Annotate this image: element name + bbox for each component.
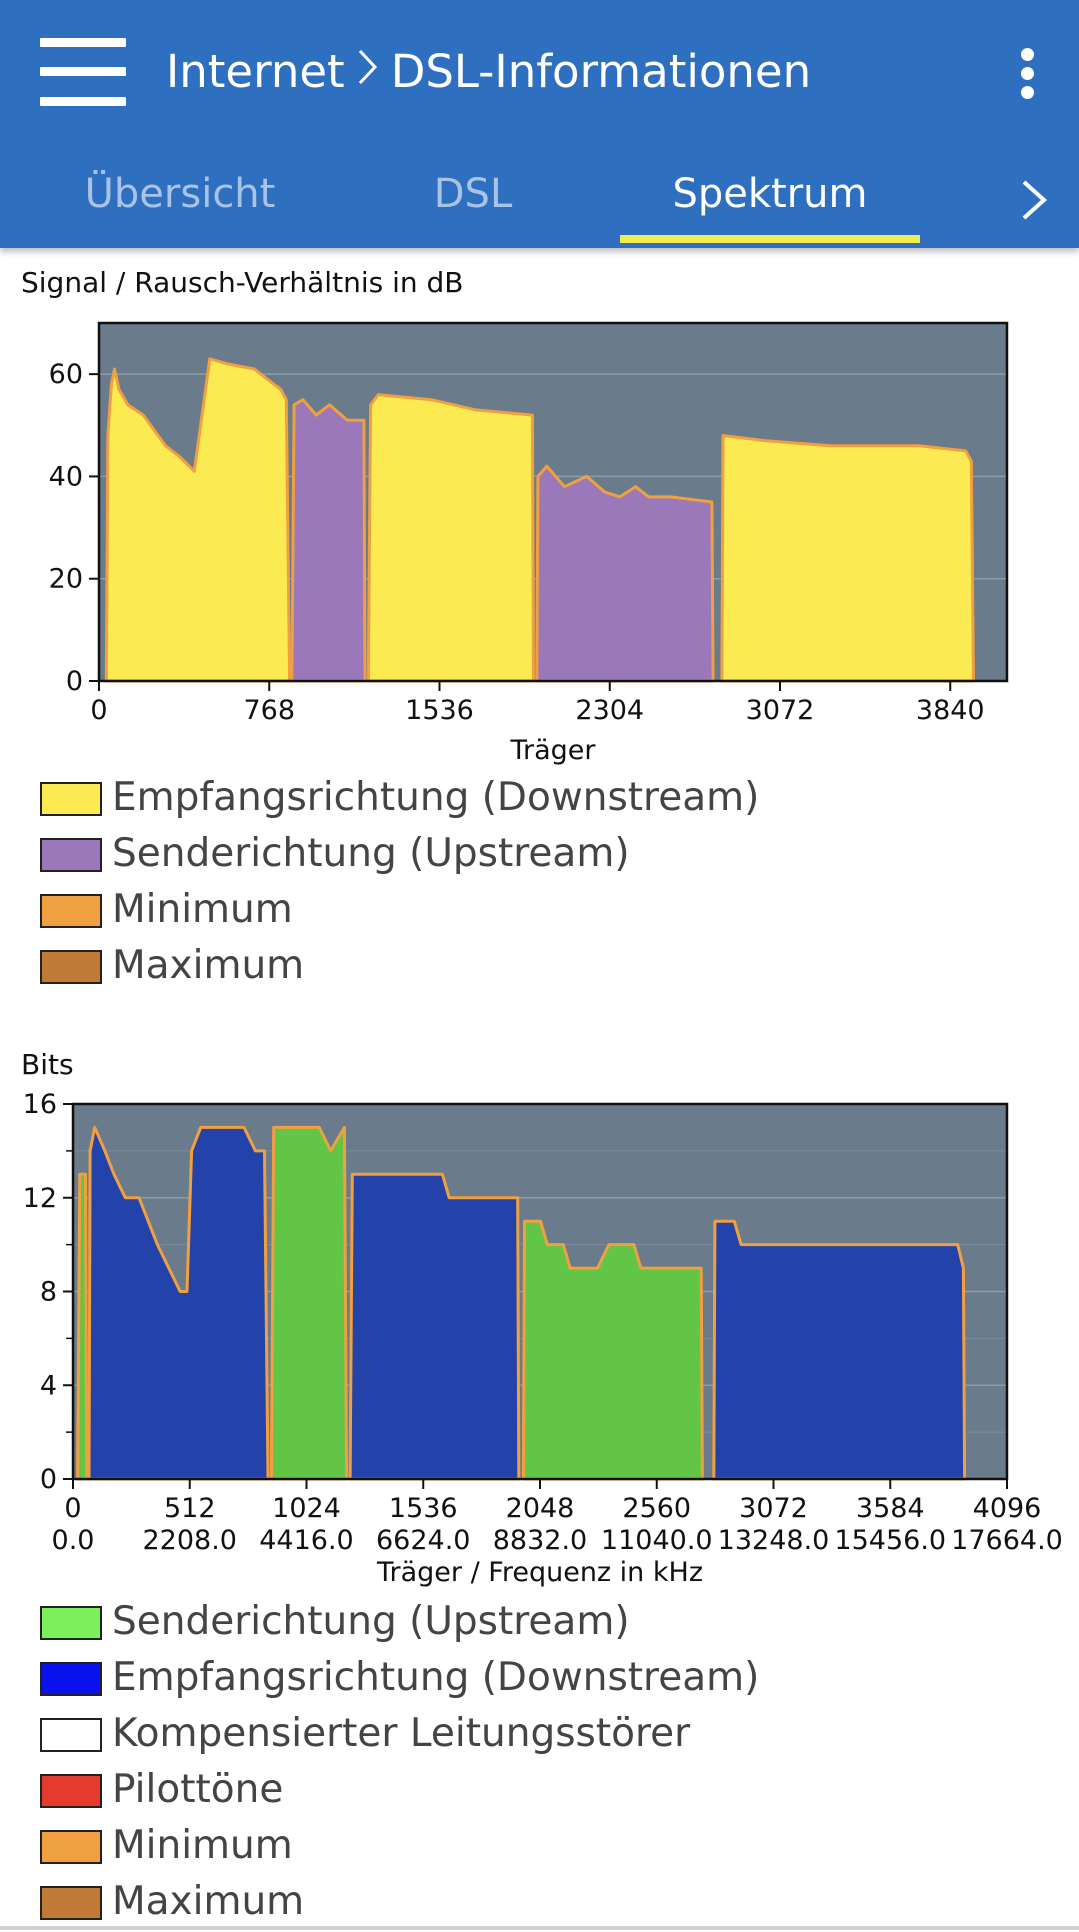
x-axis-label: Träger [509, 735, 596, 766]
x-tick-label: 768 [243, 695, 295, 726]
legend-swatch-upstream [40, 1606, 102, 1640]
series-area [76, 1172, 89, 1481]
x-tick-label-frequency: 17664.0 [951, 1525, 1063, 1556]
series-area [366, 393, 535, 683]
x-tick-label: 512 [164, 1493, 216, 1524]
legend-label: Kompensierter Leitungsstörer [112, 1711, 691, 1756]
legend-label: Maximum [112, 1879, 305, 1924]
legend-swatch-minimum [40, 1830, 102, 1864]
legend-label: Empfangsrichtung (Downstream) [112, 775, 760, 820]
chevron-right-icon [357, 40, 379, 104]
legend-label: Minimum [112, 1823, 293, 1868]
series-area [348, 1172, 521, 1481]
y-tick-label: 0 [66, 666, 83, 697]
breadcrumb-root[interactable]: Internet [166, 45, 345, 98]
x-tick-label-frequency: 2208.0 [143, 1525, 237, 1556]
legend-label: Maximum [112, 943, 305, 988]
x-tick-label: 2304 [575, 695, 644, 726]
x-tick-label-frequency: 6624.0 [376, 1525, 470, 1556]
x-axis-label: Träger / Frequenz in kHz [376, 1557, 703, 1588]
x-tick-label-frequency: 8832.0 [493, 1525, 587, 1556]
series-area [269, 1125, 349, 1481]
x-tick-label: 3072 [746, 695, 815, 726]
y-tick-label: 16 [23, 1089, 57, 1120]
y-tick-label: 12 [23, 1183, 57, 1214]
legend-swatch-compensated [40, 1718, 102, 1752]
series-area [87, 1125, 270, 1481]
legend-label: Pilottöne [112, 1767, 284, 1812]
y-tick-label: 60 [49, 359, 83, 390]
breadcrumb: Internet DSL-Informationen [166, 40, 811, 104]
active-tab-indicator [620, 235, 920, 243]
legend-swatch-minimum [40, 894, 102, 928]
x-tick-label: 2048 [506, 1493, 575, 1524]
x-tick-label: 3840 [916, 695, 985, 726]
x-tick-label-frequency: 15456.0 [834, 1525, 946, 1556]
x-tick-label: 4096 [973, 1493, 1042, 1524]
x-tick-label: 1536 [405, 695, 474, 726]
x-tick-label: 1024 [272, 1493, 341, 1524]
plot-frame [97, 321, 1009, 683]
legend-swatch-downstream [40, 1662, 102, 1696]
legend-label: Senderichtung (Upstream) [112, 1599, 630, 1644]
legend-swatch-upstream [40, 838, 102, 872]
series-area [712, 1219, 967, 1481]
y-tick-label: 4 [40, 1370, 57, 1401]
chevron-right-icon[interactable] [1010, 170, 1060, 230]
hamburger-menu-icon[interactable] [40, 38, 126, 106]
snr-chart-title: Signal / Rausch-Verhältnis in dB [21, 266, 464, 299]
legend-swatch-maximum [40, 950, 102, 984]
x-tick-label: 2560 [622, 1493, 691, 1524]
x-tick-label: 0 [90, 695, 107, 726]
series-area [521, 1219, 704, 1481]
x-tick-label: 0 [64, 1493, 81, 1524]
bottom-divider [0, 1926, 1079, 1930]
series-area [720, 434, 975, 683]
tab-spectrum[interactable]: Spektrum [672, 171, 868, 217]
y-tick-label: 8 [40, 1277, 57, 1308]
x-tick-label-frequency: 0.0 [52, 1525, 95, 1556]
y-tick-label: 0 [40, 1464, 57, 1495]
legend-label: Empfangsrichtung (Downstream) [112, 1655, 760, 1700]
bits-chart-title: Bits [21, 1048, 74, 1081]
y-tick-label: 40 [49, 461, 83, 492]
x-tick-label: 3584 [856, 1493, 925, 1524]
x-tick-label: 1536 [389, 1493, 458, 1524]
legend-label: Senderichtung (Upstream) [112, 831, 630, 876]
y-tick-label: 20 [49, 564, 83, 595]
more-vertical-icon[interactable] [1012, 44, 1044, 104]
x-tick-label-frequency: 13248.0 [718, 1525, 830, 1556]
legend-swatch-pilot [40, 1774, 102, 1808]
legend-label: Minimum [112, 887, 293, 932]
app-bar: Internet DSL-Informationen Übersicht DSL… [0, 0, 1079, 248]
series-area [535, 464, 715, 683]
bits-chart: 048121600.05122208.010244416.015366624.0… [23, 1089, 1063, 1588]
x-tick-label-frequency: 4416.0 [259, 1525, 353, 1556]
series-area [104, 357, 292, 683]
tab-overview[interactable]: Übersicht [84, 171, 276, 217]
legend-swatch-downstream [40, 782, 102, 816]
snr-chart: 0 20 40 60 0 768 1536 2304 3072 3840 Träger [49, 321, 1009, 766]
page-title: DSL-Informationen [390, 45, 812, 98]
x-tick-label: 3072 [739, 1493, 808, 1524]
legend-swatch-maximum [40, 1886, 102, 1920]
series-area [290, 398, 367, 683]
tab-dsl[interactable]: DSL [433, 171, 513, 217]
x-tick-label-frequency: 11040.0 [601, 1525, 713, 1556]
